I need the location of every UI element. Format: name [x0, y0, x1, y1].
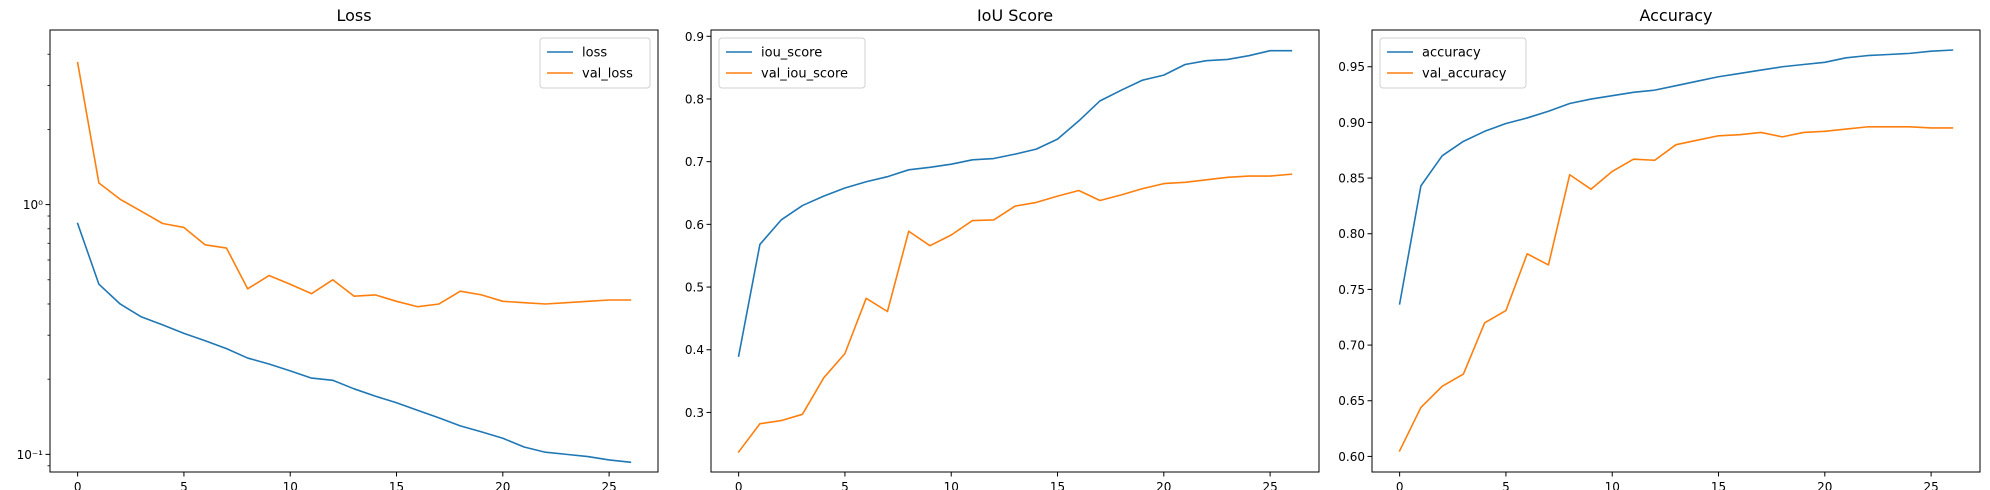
- x-tick-label: 15: [1050, 480, 1065, 490]
- y-tick-label: 0.9: [685, 30, 704, 44]
- legend-box: [1379, 37, 1527, 89]
- x-tick-label: 5: [1502, 480, 1510, 490]
- legend-box: [718, 37, 866, 89]
- y-tick-label: 0.75: [1338, 283, 1365, 297]
- series-line-accuracy: [1398, 49, 1954, 305]
- y-tick-label: 0.6: [685, 218, 704, 232]
- plot-area-frame: [49, 29, 659, 473]
- y-tick-label: 0.95: [1338, 60, 1365, 74]
- series-line-val-loss: [76, 61, 632, 308]
- plot-area-frame: [1371, 29, 1981, 473]
- chart-panel-2: IoU Score 0.3 0.4 0.5 0.6 0.7 0.8 0.9 0 5 10 15 20 25…: [685, 6, 1320, 490]
- x-tick-label: 10: [1605, 480, 1620, 490]
- x-tick-label: 20: [495, 480, 510, 490]
- x-tick-label: 25: [1923, 480, 1938, 490]
- chart-panel-3: Accuracy 0.60 0.65 0.70 0.75 0.80 0.85 0.90 0.95…: [1338, 6, 1981, 490]
- series-line-iou-score: [737, 49, 1293, 357]
- series-line-loss: [76, 222, 632, 464]
- y-tick-label: 0.85: [1338, 172, 1365, 186]
- legend-label: val_iou_score: [761, 67, 848, 82]
- x-tick-label: 20: [1156, 480, 1171, 490]
- x-tick-label: 15: [1711, 480, 1726, 490]
- legend: iou_score val_iou_score: [718, 37, 866, 89]
- series-line-val-iou-score: [737, 173, 1293, 454]
- chart-title: Accuracy: [1639, 6, 1712, 25]
- legend-label: val_accuracy: [1422, 67, 1507, 82]
- x-tick-label: 10: [283, 480, 298, 490]
- series-line-val-accuracy: [1398, 126, 1954, 452]
- x-tick-label: 0: [74, 480, 82, 490]
- x-tick-label: 0: [735, 480, 743, 490]
- chart-title: IoU Score: [977, 6, 1053, 25]
- legend: accuracy val_accuracy: [1379, 37, 1527, 89]
- x-tick-label: 0: [1396, 480, 1404, 490]
- x-tick-label: 10: [944, 480, 959, 490]
- y-tick-label: 0.70: [1338, 339, 1365, 353]
- x-tick-label: 25: [601, 480, 616, 490]
- legend-label: accuracy: [1422, 46, 1481, 61]
- y-tick-label: 0.5: [685, 281, 704, 295]
- y-tick-label: 0.65: [1338, 394, 1365, 408]
- y-tick-label: 0.80: [1338, 227, 1365, 241]
- x-tick-label: 15: [389, 480, 404, 490]
- y-tick-label: 10⁻¹: [17, 448, 44, 462]
- x-tick-label: 25: [1262, 480, 1277, 490]
- plot-area-frame: [710, 29, 1320, 473]
- legend-label: val_loss: [582, 67, 633, 82]
- x-tick-label: 20: [1817, 480, 1832, 490]
- y-tick-label: 0.60: [1338, 450, 1365, 464]
- y-tick-label: 10⁰: [23, 198, 43, 212]
- y-tick-label: 0.4: [685, 343, 704, 357]
- chart-title: Loss: [336, 6, 371, 25]
- legend-label: loss: [582, 46, 607, 61]
- y-tick-label: 0.7: [685, 155, 704, 169]
- legend-label: iou_score: [761, 46, 822, 61]
- legend: loss val_loss: [539, 37, 651, 89]
- chart-panel-1: Loss 10⁻¹ 10⁰ 0 5 10 15 20 25 loss val_loss: [17, 6, 659, 490]
- y-tick-label: 0.3: [685, 406, 704, 420]
- legend-box: [539, 37, 651, 89]
- x-tick-label: 5: [841, 480, 849, 490]
- x-tick-label: 5: [180, 480, 188, 490]
- y-tick-label: 0.8: [685, 92, 704, 106]
- y-tick-label: 0.90: [1338, 116, 1365, 130]
